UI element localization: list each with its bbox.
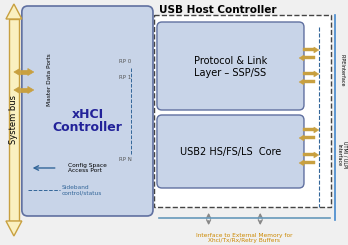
Text: USB Host Controller: USB Host Controller — [159, 5, 276, 15]
Polygon shape — [314, 47, 319, 53]
FancyBboxPatch shape — [157, 22, 304, 110]
Polygon shape — [303, 136, 315, 139]
Polygon shape — [303, 73, 315, 75]
Polygon shape — [28, 86, 34, 94]
Polygon shape — [14, 86, 20, 94]
Text: UTMI / ULPI
Interface: UTMI / ULPI Interface — [336, 141, 347, 169]
Text: RP 1: RP 1 — [119, 75, 132, 81]
Text: RP N: RP N — [119, 158, 132, 162]
Polygon shape — [14, 69, 20, 75]
Text: Sideband
control/status: Sideband control/status — [62, 184, 102, 196]
Polygon shape — [20, 70, 28, 74]
FancyBboxPatch shape — [22, 6, 153, 216]
Text: Interface to External Memory for
Xhci/Tx/Rx/Retry Buffers: Interface to External Memory for Xhci/Tx… — [196, 233, 293, 243]
Text: PIPEInterface: PIPEInterface — [339, 54, 344, 86]
Text: RP 0: RP 0 — [119, 60, 132, 64]
Polygon shape — [314, 71, 319, 77]
Polygon shape — [6, 4, 22, 19]
Polygon shape — [303, 57, 315, 60]
Text: USB2 HS/FS/LS  Core: USB2 HS/FS/LS Core — [180, 147, 281, 157]
Polygon shape — [299, 79, 304, 85]
Polygon shape — [303, 154, 315, 157]
Polygon shape — [299, 55, 304, 61]
Polygon shape — [303, 81, 315, 84]
Text: xHCI: xHCI — [71, 109, 103, 122]
Bar — [154, 15, 331, 207]
Polygon shape — [20, 88, 28, 92]
Polygon shape — [299, 135, 304, 141]
Polygon shape — [9, 19, 19, 221]
Text: Master Data Ports: Master Data Ports — [47, 54, 52, 106]
Polygon shape — [303, 161, 315, 164]
Polygon shape — [314, 152, 319, 158]
Polygon shape — [299, 160, 304, 166]
Text: Protocol & Link
Layer – SSP/SS: Protocol & Link Layer – SSP/SS — [194, 56, 267, 78]
Polygon shape — [303, 128, 315, 132]
FancyBboxPatch shape — [157, 115, 304, 188]
Polygon shape — [303, 49, 315, 51]
Polygon shape — [6, 221, 22, 236]
Polygon shape — [314, 127, 319, 133]
Polygon shape — [28, 69, 34, 75]
Text: Config Space
Access Port: Config Space Access Port — [68, 163, 106, 173]
Text: Controller: Controller — [53, 122, 122, 135]
Text: System bus: System bus — [9, 96, 18, 145]
